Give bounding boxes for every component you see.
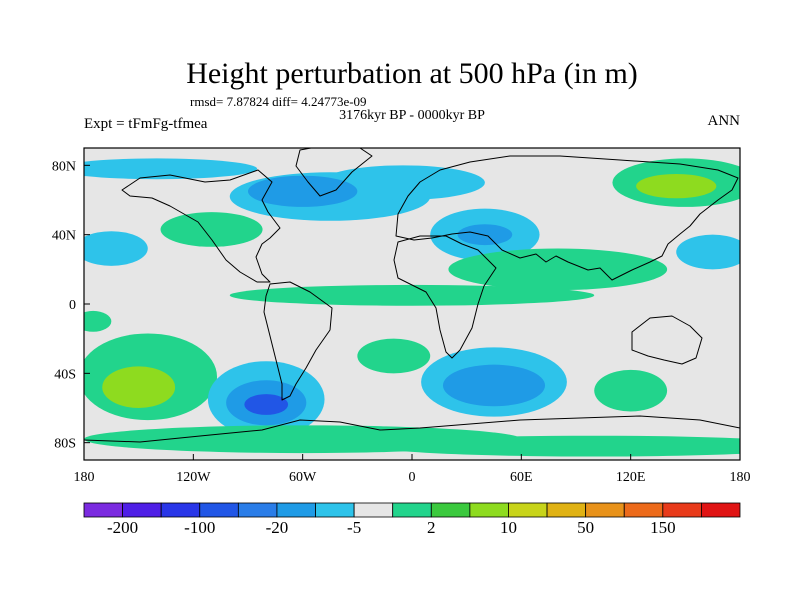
anomaly-region [442,364,546,407]
y-axis: 80N 40N 0 40S 80S [52,159,90,452]
colorbar-label: -5 [347,518,361,537]
coast-south-america [263,281,333,401]
colorbar-swatch [122,502,162,518]
colorbar-swatch [392,502,432,518]
colorbar-swatch [83,502,123,518]
anomaly-region [229,284,595,306]
colorbar-label: -200 [107,518,138,537]
anomaly-region [676,234,740,270]
colorbar-swatch [160,502,201,518]
x-tick-label: 120W [176,470,211,485]
anomaly-region [320,165,485,201]
anomaly-region [375,435,740,457]
colorbar-swatch [430,502,471,518]
colorbar-swatch [546,502,587,518]
colorbar-label: 2 [427,518,436,537]
colorbar-swatch [276,502,316,518]
y-tick-label: 80S [54,437,76,452]
colorbar-swatch [353,502,394,518]
anomaly-region [84,231,148,266]
colorbar-swatch [199,502,239,518]
x-axis: 180 120W 60W 0 60E 120E 180 [74,454,751,485]
y-tick-label: 80N [52,159,76,174]
x-tick-label: 180 [730,470,751,485]
x-tick-label: 0 [409,470,416,485]
anomaly-region [247,175,358,207]
anomaly-region [357,338,431,374]
x-tick-label: 60W [289,470,317,485]
colorbar-swatch [701,502,741,518]
colorbar-label: 50 [577,518,594,537]
x-tick-label: 60E [510,470,533,485]
y-tick-label: 40S [54,367,76,382]
anomaly-region [244,394,289,415]
anomaly-layer [84,158,740,457]
stats-text: rmsd= 7.87824 diff= 4.24773e-09 [190,94,367,109]
colorbar-label: 150 [650,518,676,537]
coast-north-america [121,169,281,283]
map-area [83,147,741,461]
left-label: Expt = tFmFg-tfmea [84,116,208,132]
anomaly-region [84,310,112,332]
colorbar-swatch [662,502,702,518]
right-label: ANN [708,113,741,129]
colorbar-label: -20 [266,518,289,537]
colorbar-swatch [469,502,509,518]
anomaly-region [636,174,717,199]
y-tick-label: 40N [52,229,76,244]
coast-antarctica [84,415,740,443]
colorbar-label: -100 [184,518,215,537]
anomaly-region [457,224,513,246]
coastlines [84,148,740,443]
coast-eurasia [395,155,739,281]
colorbar-swatch [315,502,355,518]
coast-greenland [295,148,373,197]
subtitle: 3176kyr BP - 0000kyr BP [339,108,485,123]
anomaly-region [160,212,263,247]
x-tick-label: 120E [616,470,646,485]
anomaly-region [102,366,176,409]
y-tick-label: 0 [69,298,76,313]
colorbar-swatch [237,502,278,518]
colorbar-swatch [508,502,548,518]
coast-africa [393,235,497,359]
anomaly-region [594,369,668,412]
coast-australia [631,315,703,365]
colorbar-label: 10 [500,518,517,537]
colorbar-swatch [585,502,625,518]
x-tick-label: 180 [74,470,95,485]
anomaly-region [84,158,258,180]
colorbar-swatch [623,502,664,518]
chart-title: Height perturbation at 500 hPa (in m) [186,57,638,90]
colorbar: -200 -100 -20 -5 2 10 50 150 [83,502,741,537]
